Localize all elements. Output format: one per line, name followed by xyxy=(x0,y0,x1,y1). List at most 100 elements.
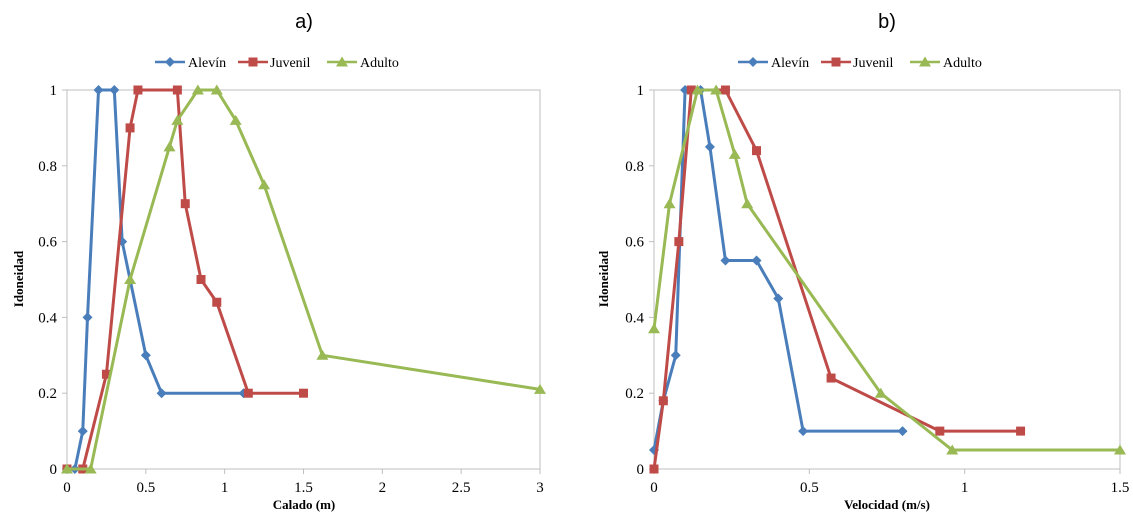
panel-b-series xyxy=(648,84,1126,474)
series-line-adulto xyxy=(652,88,1120,452)
panel-a-x-tick-label: 2.5 xyxy=(452,480,471,496)
panel-a-axes: 0 0.5 1 1.5 2 2.5 3 0 0.2 0.4 0.6 0.8 1 xyxy=(38,83,544,496)
panel-a-x-tick-label: 2 xyxy=(379,480,387,496)
data-point-adulto xyxy=(663,198,676,209)
panel-b-y-tick-label: 0.4 xyxy=(625,310,644,326)
panel-b-x-tick-label: 1.5 xyxy=(1111,480,1130,496)
data-point-adulto xyxy=(210,84,223,95)
legend-marker-adulto xyxy=(919,56,931,67)
data-point-adulto xyxy=(258,179,271,190)
data-point-juvenil xyxy=(658,396,668,406)
data-point-juvenil xyxy=(826,373,836,383)
series-adulto xyxy=(648,84,1126,455)
series-line-alevin xyxy=(67,88,244,471)
panel-b-y-tick-label: 0.8 xyxy=(625,159,644,175)
data-point-adulto xyxy=(84,463,97,474)
data-point-juvenil xyxy=(720,85,730,95)
panel-b-x-axis-title: Velocidad (m/s) xyxy=(844,497,930,512)
data-point-juvenil xyxy=(299,388,308,398)
data-point-adulto xyxy=(648,323,660,334)
data-point-juvenil xyxy=(674,237,684,247)
data-point-juvenil xyxy=(212,297,222,307)
panel-a-series xyxy=(61,84,546,474)
data-point-juvenil xyxy=(196,275,206,284)
panel-b-y-tick-label: 0.2 xyxy=(625,386,644,402)
panel-b-plot-frame xyxy=(653,89,1121,470)
data-point-juvenil xyxy=(172,85,182,95)
panel-a-plot-frame xyxy=(66,89,541,470)
data-point-juvenil xyxy=(243,388,253,398)
panel-a-y-tick-label: 0.2 xyxy=(38,386,57,402)
panel-b-title: b) xyxy=(878,11,896,33)
panel-b: b) Alevín Juvenil Adulto 0 0.5 1 1.5 0 0.2 0.4… xyxy=(596,11,1129,512)
panel-a-y-tick-label: 1 xyxy=(50,83,58,99)
legend-label-adulto: Adulto xyxy=(943,56,982,71)
legend-label-juvenil: Juvenil xyxy=(853,56,894,71)
data-point-juvenil xyxy=(125,123,135,133)
data-point-alevin xyxy=(77,426,88,437)
panel-a-x-tick-label: 0 xyxy=(63,480,71,496)
data-point-adulto xyxy=(728,148,741,159)
data-point-alevin xyxy=(140,350,151,361)
legend-item-adulto: Adulto xyxy=(910,56,982,71)
data-point-adulto xyxy=(171,114,184,125)
legend-label-juvenil: Juvenil xyxy=(270,56,311,71)
legend-item-juvenil: Juvenil xyxy=(821,56,894,71)
data-point-alevin xyxy=(93,85,104,95)
panel-a-title: a) xyxy=(295,11,313,33)
data-point-alevin xyxy=(82,312,93,323)
series-line-adulto xyxy=(67,88,541,471)
legend-item-juvenil: Juvenil xyxy=(238,56,311,71)
data-point-juvenil xyxy=(101,369,111,379)
panel-a-y-axis-title: Idoneidad xyxy=(11,250,26,307)
panel-b-y-tick-label: 0.6 xyxy=(625,235,644,251)
panel-a-x-tick-label: 1.5 xyxy=(294,480,313,496)
data-point-alevin xyxy=(670,350,681,361)
data-point-alevin xyxy=(109,85,120,95)
data-point-alevin xyxy=(751,255,762,266)
panel-b-x-tick-label: 0 xyxy=(650,480,658,496)
legend-marker-alevin xyxy=(748,57,758,67)
legend-item-alevin: Alevín xyxy=(738,56,809,71)
data-point-adulto xyxy=(946,444,959,455)
legend-label-alevin: Alevín xyxy=(771,56,809,71)
legend-label-alevin: Alevín xyxy=(188,56,226,71)
data-point-adulto xyxy=(1114,444,1126,455)
data-point-adulto xyxy=(61,463,73,474)
data-point-juvenil xyxy=(752,146,762,156)
panel-a-y-tick-label: 0.8 xyxy=(38,159,57,175)
data-point-juvenil xyxy=(686,85,696,95)
data-point-adulto xyxy=(741,198,754,209)
data-point-juvenil xyxy=(180,199,190,209)
panel-a-x-tick-label: 0.5 xyxy=(136,480,155,496)
series-alevin xyxy=(62,85,249,474)
legend-item-alevin: Alevín xyxy=(155,56,226,71)
series-juvenil xyxy=(62,85,308,474)
panel-a-x-axis-title: Calado (m) xyxy=(273,497,335,512)
panel-a-x-tick-label: 1 xyxy=(221,480,229,496)
data-point-alevin xyxy=(704,141,715,152)
data-point-juvenil xyxy=(1016,426,1026,436)
data-point-adulto xyxy=(191,84,204,95)
data-point-juvenil xyxy=(935,426,945,436)
panel-a-legend: Alevín Juvenil Adulto xyxy=(155,56,399,71)
data-point-alevin xyxy=(798,426,809,437)
data-point-juvenil xyxy=(649,464,659,474)
legend-marker-juvenil xyxy=(248,57,258,67)
data-point-adulto xyxy=(691,84,704,95)
legend-label-adulto: Adulto xyxy=(360,56,399,71)
data-point-adulto xyxy=(534,383,546,394)
legend-marker-juvenil xyxy=(831,57,841,67)
panel-a-y-tick-label: 0.6 xyxy=(38,235,57,251)
panel-b-x-tick-label: 0.5 xyxy=(800,480,819,496)
series-adulto xyxy=(61,84,546,474)
panel-b-y-tick-label: 1 xyxy=(637,83,645,99)
legend-marker-alevin xyxy=(165,57,175,67)
legend-item-adulto: Adulto xyxy=(327,56,399,71)
data-point-alevin xyxy=(156,388,167,399)
series-juvenil xyxy=(649,85,1026,474)
data-point-adulto xyxy=(124,274,137,284)
panel-b-x-tick-label: 1 xyxy=(961,480,969,496)
panel-a: a) Alevín Juvenil Adulto 0 0.5 1 1.5 2 2.5 300… xyxy=(11,11,546,512)
